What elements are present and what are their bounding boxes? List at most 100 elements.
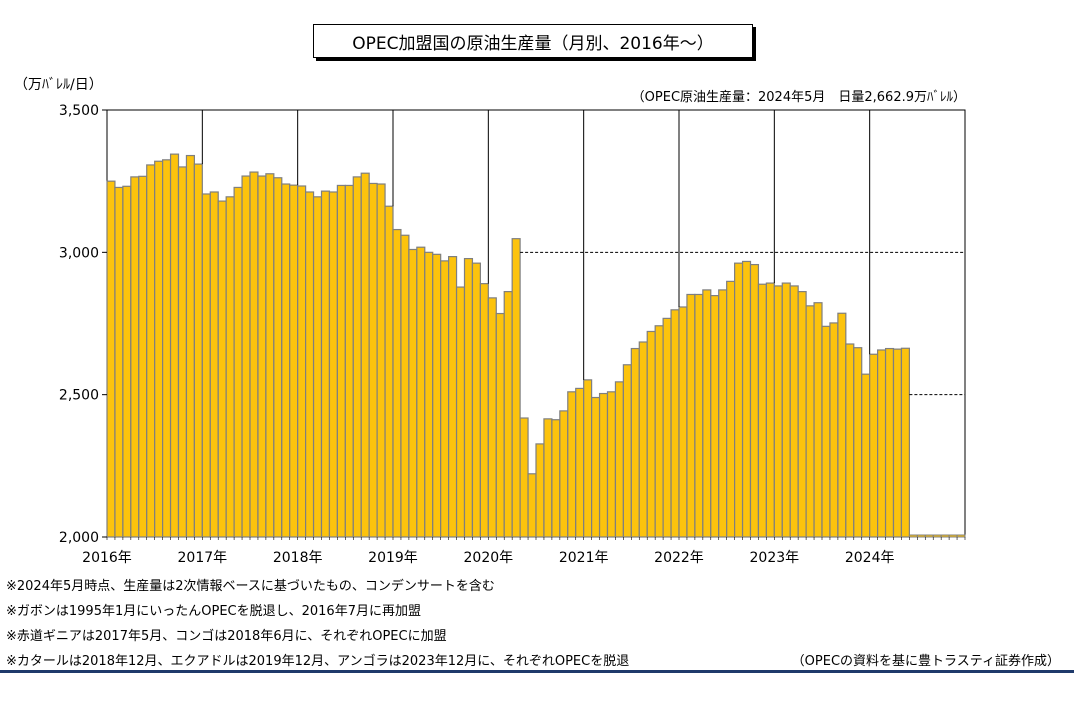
bar	[646, 330, 656, 538]
chart-svg: 2,000 2,500 3,000 3,500 2016年 2017年 2018年 2019年…	[59, 103, 966, 566]
bar	[344, 184, 354, 538]
bar	[169, 153, 180, 538]
y-tick-label: 2,500	[59, 388, 99, 404]
bar	[424, 251, 434, 538]
bar	[177, 166, 188, 538]
bar	[527, 473, 537, 538]
bar-empty	[948, 534, 958, 538]
bar	[630, 347, 640, 538]
bar-empty	[908, 534, 918, 538]
bar	[360, 172, 370, 538]
bar	[336, 184, 346, 538]
bar	[487, 297, 497, 538]
x-year-label: 2019年	[368, 550, 418, 566]
bar	[281, 183, 291, 538]
bar	[368, 182, 378, 538]
bar-empty	[932, 534, 942, 538]
bar	[575, 387, 585, 538]
bar	[559, 410, 569, 538]
bar	[670, 309, 680, 538]
bar	[622, 364, 632, 538]
bar	[678, 306, 688, 538]
y-tick-label: 3,500	[59, 103, 99, 119]
bar	[598, 392, 609, 538]
bar	[297, 185, 307, 538]
x-year-label: 2020年	[464, 550, 514, 566]
x-year-label: 2017年	[178, 550, 228, 566]
bar	[614, 381, 624, 538]
bar	[185, 154, 195, 538]
bar	[567, 391, 577, 538]
bar	[710, 295, 720, 538]
bar	[853, 347, 863, 538]
bar	[821, 325, 831, 538]
bar	[273, 177, 283, 538]
bar	[241, 175, 251, 538]
bar	[217, 200, 227, 538]
bar	[448, 256, 458, 538]
bar	[702, 289, 712, 538]
bar	[162, 159, 172, 538]
bar	[511, 238, 521, 538]
bar	[741, 260, 752, 538]
bar	[289, 184, 299, 538]
bar	[376, 183, 386, 538]
bar-empty	[956, 534, 966, 538]
x-year-label: 2018年	[273, 550, 323, 566]
bar	[789, 285, 799, 538]
bar	[257, 175, 267, 538]
bar	[583, 379, 593, 538]
bottom-rule	[0, 670, 1074, 673]
bar	[209, 191, 219, 538]
bar	[495, 312, 505, 538]
y-tick-label: 3,000	[59, 245, 99, 261]
note-3: ※赤道ギニアは2017年5月、コンゴは2018年6月に、それぞれOPECに加盟	[6, 629, 447, 644]
bar	[106, 180, 116, 538]
chart-subtitle: （OPEC原油生産量：2024年5月 日量2,662.9万ﾊﾞﾚﾙ）	[631, 90, 966, 105]
x-year-label: 2022年	[654, 550, 704, 566]
bar	[845, 343, 855, 538]
bar	[773, 285, 783, 538]
bar	[392, 228, 402, 538]
bar	[765, 282, 775, 538]
bar	[519, 417, 529, 538]
bar-empty	[916, 534, 926, 538]
bar	[686, 293, 696, 538]
bar	[440, 260, 450, 538]
bar	[463, 257, 474, 538]
bar-empty	[924, 534, 934, 538]
bar	[837, 312, 847, 538]
bar	[892, 348, 903, 538]
note-1: ※2024年5月時点、生産量は2次情報ベースに基づいたもの、コンデンサートを含む	[6, 579, 495, 594]
bar	[249, 171, 259, 538]
bar	[122, 185, 132, 538]
bar	[551, 419, 561, 538]
bar	[130, 176, 140, 538]
bar	[900, 347, 910, 538]
bar	[861, 373, 871, 538]
bar	[543, 418, 553, 538]
chart-title: OPEC加盟国の原油生産量（月別、2016年～）	[313, 24, 753, 58]
bar	[455, 286, 466, 538]
bar	[114, 186, 124, 538]
bar	[138, 175, 148, 538]
bar	[654, 325, 664, 538]
bar	[416, 246, 426, 538]
x-year-label: 2023年	[750, 550, 800, 566]
bar	[328, 191, 338, 538]
bar	[312, 196, 323, 538]
bar	[535, 443, 545, 538]
note-2: ※ガボンは1995年1月にいったんOPECを脱退し、2016年7月に再加盟	[6, 604, 421, 619]
bar	[201, 193, 211, 538]
bar	[797, 291, 807, 538]
bar	[726, 280, 736, 538]
bar	[877, 349, 887, 538]
bar	[154, 160, 164, 538]
bar	[757, 283, 767, 538]
bar	[352, 176, 362, 538]
bar	[305, 191, 315, 538]
bar	[606, 391, 617, 538]
source-note: （OPECの資料を基に豊トラスティ証券作成）	[791, 654, 1060, 669]
bar	[479, 283, 489, 538]
bar	[225, 196, 235, 538]
